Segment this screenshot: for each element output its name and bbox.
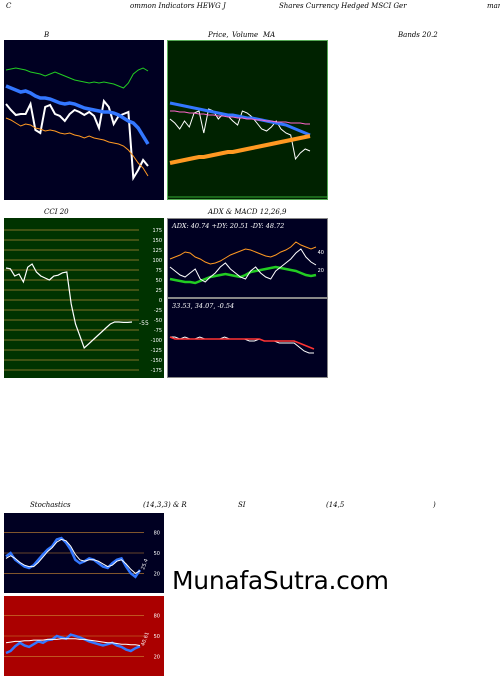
stoch-title-a: Stochastics (30, 501, 71, 509)
cci-tick-label: -125 (151, 348, 162, 354)
rsi-tick-label: 50 (154, 634, 160, 640)
cci-line (5, 263, 133, 350)
rsi-last-label: 40.61 (140, 631, 151, 647)
header-fund-name: Shares Currency Hedged MSCI Ger (279, 2, 407, 10)
header-man: man (487, 2, 500, 10)
macd-panel: 33.53, 34.07, -0.54 (167, 298, 328, 378)
price-ma-series-1 (169, 101, 311, 137)
stochastics-tick-label: 50 (154, 551, 160, 557)
cci-tick-label: -150 (151, 358, 162, 364)
bollinger-series-1 (5, 84, 150, 145)
cci-tick-label: 175 (152, 228, 162, 234)
cci-tick-label: -75 (154, 328, 162, 334)
stochastics-tick-label: 80 (154, 531, 160, 537)
rsi-series-0 (5, 633, 141, 655)
macd-values-text: 33.53, 34.07, -0.54 (172, 302, 234, 310)
stoch-title-b: (14,3,3) & R (143, 501, 187, 509)
bollinger-chart (5, 67, 150, 182)
price-title: Price, (208, 31, 229, 39)
cci-tick-label: -50 (154, 318, 162, 324)
header-indicators: ommon Indicators HEWG J (130, 2, 226, 10)
price-ma-panel (167, 40, 328, 200)
cci-tick-label: 100 (152, 258, 162, 264)
stochastics-panel: 80 50 20 25.4 (4, 513, 164, 593)
ma-title: MA (263, 31, 276, 39)
adx-series-2 (169, 248, 317, 283)
adx-series-0 (169, 265, 317, 285)
stoch-title-c: SI (238, 501, 246, 509)
adx-series-1 (169, 241, 317, 265)
volume-title: Volume (232, 31, 259, 39)
header-c: C (6, 2, 12, 10)
rsi-series-1 (5, 638, 141, 646)
bollinger-series-3 (5, 117, 149, 177)
stochastics-series-0 (5, 536, 142, 579)
cci-tick-label: 75 (156, 268, 162, 274)
adx-tick-label: 40 (318, 250, 324, 256)
cci-tick-label: 125 (152, 248, 162, 254)
cci-chart: 175 150 125 100 75 50 25 0 -25 -50 -75 -100 -125 -150… (4, 228, 162, 374)
cci-tick-label: -100 (151, 338, 162, 344)
bollinger-series-0 (5, 98, 149, 182)
adx-macd-title: ADX & MACD 12,26,9 (208, 208, 287, 216)
cci-last-label: -55 (139, 320, 149, 327)
stochastics-last-label: 25.4 (140, 558, 149, 571)
price-ma-chart (168, 101, 327, 198)
bands-title: Bands 20.2 (398, 31, 438, 39)
cci-tick-label: -175 (151, 368, 162, 374)
rsi-tick-label: 20 (154, 654, 160, 660)
bb-title: B (44, 31, 50, 39)
cci-tick-label: 0 (159, 298, 162, 304)
price-ma-series-2 (169, 134, 311, 165)
stoch-title-e: ) (433, 501, 436, 509)
adx-values-text: ADX: 40.74 +DY: 20.51 -DY: 48.72 (171, 222, 284, 230)
macd-chart: 33.53, 34.07, -0.54 (169, 302, 315, 354)
watermark: MunafaSutra.com (172, 566, 389, 595)
adx-tick-label: 20 (318, 268, 324, 274)
stochastics-series-1 (5, 538, 141, 575)
bollinger-panel (4, 40, 164, 200)
adx-chart: ADX: 40.74 +DY: 20.51 -DY: 48.72 40 20 (169, 222, 324, 285)
cci-tick-label: 25 (156, 288, 162, 294)
bollinger-series-2 (5, 67, 149, 89)
rsi-tick-label: 80 (154, 614, 160, 620)
cci-tick-label: 150 (152, 238, 162, 244)
adx-panel: ADX: 40.74 +DY: 20.51 -DY: 48.72 40 20 (167, 218, 328, 298)
stochastics-tick-label: 20 (154, 571, 160, 577)
cci-panel: 175 150 125 100 75 50 25 0 -25 -50 -75 -100 -125 -150… (4, 218, 164, 378)
cci-title: CCI 20 (44, 208, 69, 216)
cci-tick-label: 50 (156, 278, 162, 284)
macd-series-1 (169, 336, 315, 350)
rsi-chart: 80 50 20 40.61 (4, 614, 160, 660)
stochastics-chart: 80 50 20 25.4 (4, 531, 160, 579)
rsi-panel: 80 50 20 40.61 (4, 596, 164, 676)
cci-tick-label: -25 (154, 308, 162, 314)
stoch-title-d: (14,5 (326, 501, 345, 509)
price-ma-series-3 (170, 110, 310, 125)
